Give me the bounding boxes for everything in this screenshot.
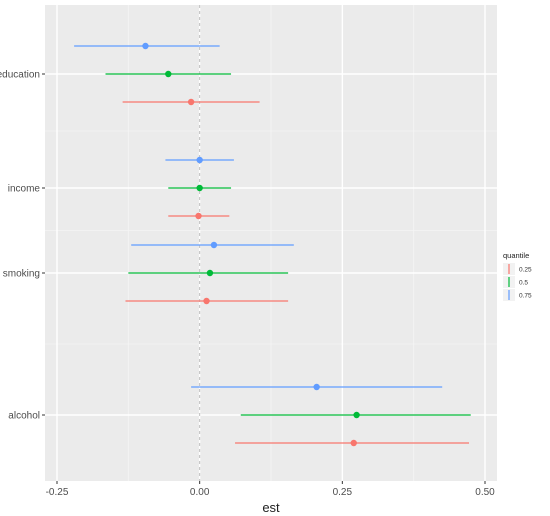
y-tick-label: alcohol (8, 411, 40, 422)
legend-label: 0.5 (519, 280, 528, 287)
point-ranges (74, 42, 471, 447)
estimate-point (187, 98, 195, 106)
x-tick-label: -0.25 (46, 487, 69, 498)
estimate-point (203, 297, 210, 305)
legend: quantile 0.25 0.5 0.75 (503, 251, 532, 301)
legend-label: 0.25 (519, 267, 532, 274)
minor-gridlines (45, 5, 497, 481)
estimate-point (210, 241, 218, 249)
x-axis-title: est (262, 500, 280, 515)
estimate-point (350, 439, 357, 447)
x-tick-label: 0.00 (190, 487, 210, 498)
legend-title: quantile (503, 251, 529, 260)
y-tick-label: smoking (3, 269, 40, 280)
legend-label: 0.75 (519, 293, 532, 300)
x-tick-label: 0.25 (333, 487, 353, 498)
y-tick-label: education (0, 70, 40, 81)
estimate-point (196, 184, 203, 192)
estimate-point (353, 411, 360, 419)
y-tick-label: income (8, 184, 41, 195)
estimate-point (206, 269, 214, 277)
x-tick-label: 0.50 (475, 487, 495, 498)
estimate-point (196, 156, 203, 164)
estimate-point (142, 42, 149, 50)
x-axis: -0.25 0.00 0.25 0.50 (46, 481, 495, 498)
estimate-point (313, 383, 320, 391)
y-axis: education income smoking alcohol (0, 70, 45, 422)
estimate-point (165, 70, 172, 78)
estimate-point (195, 212, 202, 220)
